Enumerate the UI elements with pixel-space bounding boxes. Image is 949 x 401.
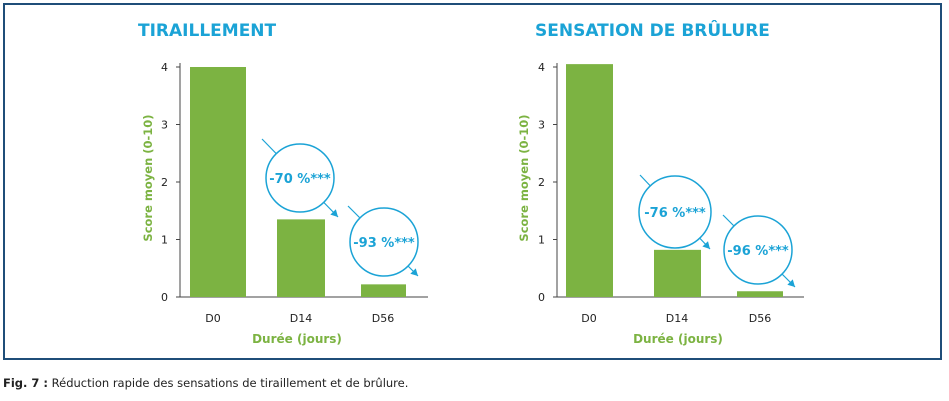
bar-d0 (190, 67, 246, 297)
chart-brulure: SENSATION DE BRÛLURE 0 1 2 3 4 D0 D14 D56 Durée (… (517, 19, 804, 346)
reduction-callout: -93 %*** (347, 205, 419, 277)
caption-text: Réduction rapide des sensations de tirai… (48, 376, 409, 390)
y-axis-label: Score moyen (0-10) (141, 114, 155, 241)
x-tick-label: D56 (372, 312, 394, 325)
x-tick-label: D14 (290, 312, 312, 325)
caption-label: Fig. 7 : (3, 376, 49, 390)
reduction-callout: -76 %*** (638, 174, 712, 250)
bar-d14 (277, 219, 325, 297)
bar-d56 (737, 291, 783, 297)
y-tick-label: 4 (161, 61, 168, 74)
y-tick-label: 3 (538, 119, 545, 132)
y-tick-label: 0 (161, 291, 168, 304)
y-tick-label: 2 (161, 176, 168, 189)
x-tick-label: D0 (205, 312, 220, 325)
figure-caption: Fig. 7 : Réduction rapide des sensations… (3, 376, 408, 390)
x-axis-label: Durée (jours) (252, 332, 342, 346)
callout-arrowhead (330, 209, 338, 217)
figure-charts: TIRAILLEMENT 0 1 2 3 4 D0 D14 D56 Durée (jours) Sc… (138, 19, 804, 346)
reduction-callout: -96 %*** (722, 214, 796, 288)
callout-label: -76 %*** (644, 206, 706, 221)
bar-d14 (654, 249, 701, 297)
callout-circle (265, 143, 335, 213)
chart-title: SENSATION DE BRÛLURE (535, 19, 770, 41)
bar-d56 (361, 284, 406, 297)
y-tick-label: 0 (538, 291, 545, 304)
callout-arrowhead (702, 241, 710, 249)
callout-circle (723, 215, 793, 285)
callout-arrowhead (410, 268, 418, 276)
bar-d0 (566, 64, 613, 297)
chart-tiraillement: TIRAILLEMENT 0 1 2 3 4 D0 D14 D56 Durée (jours) Sc… (138, 21, 428, 346)
y-tick-label: 1 (538, 234, 545, 247)
callout-label: -70 %*** (269, 172, 331, 187)
x-tick-label: D56 (749, 312, 771, 325)
callout-circle (638, 175, 712, 249)
y-tick-label: 2 (538, 176, 545, 189)
callout-label: -93 %*** (353, 236, 415, 251)
chart-title: TIRAILLEMENT (138, 21, 277, 41)
x-axis-label: Durée (jours) (633, 332, 723, 346)
figure-frame (3, 3, 942, 360)
y-tick-label: 3 (161, 119, 168, 132)
x-tick-label: D14 (666, 312, 688, 325)
x-tick-label: D0 (581, 312, 596, 325)
y-axis-label: Score moyen (0-10) (517, 114, 531, 241)
y-tick-label: 1 (161, 234, 168, 247)
y-tick-label: 4 (538, 61, 545, 74)
callout-label: -96 %*** (727, 244, 789, 259)
reduction-callout: -70 %*** (261, 138, 339, 218)
callout-arrowhead (787, 279, 795, 287)
callout-circle (349, 207, 419, 277)
